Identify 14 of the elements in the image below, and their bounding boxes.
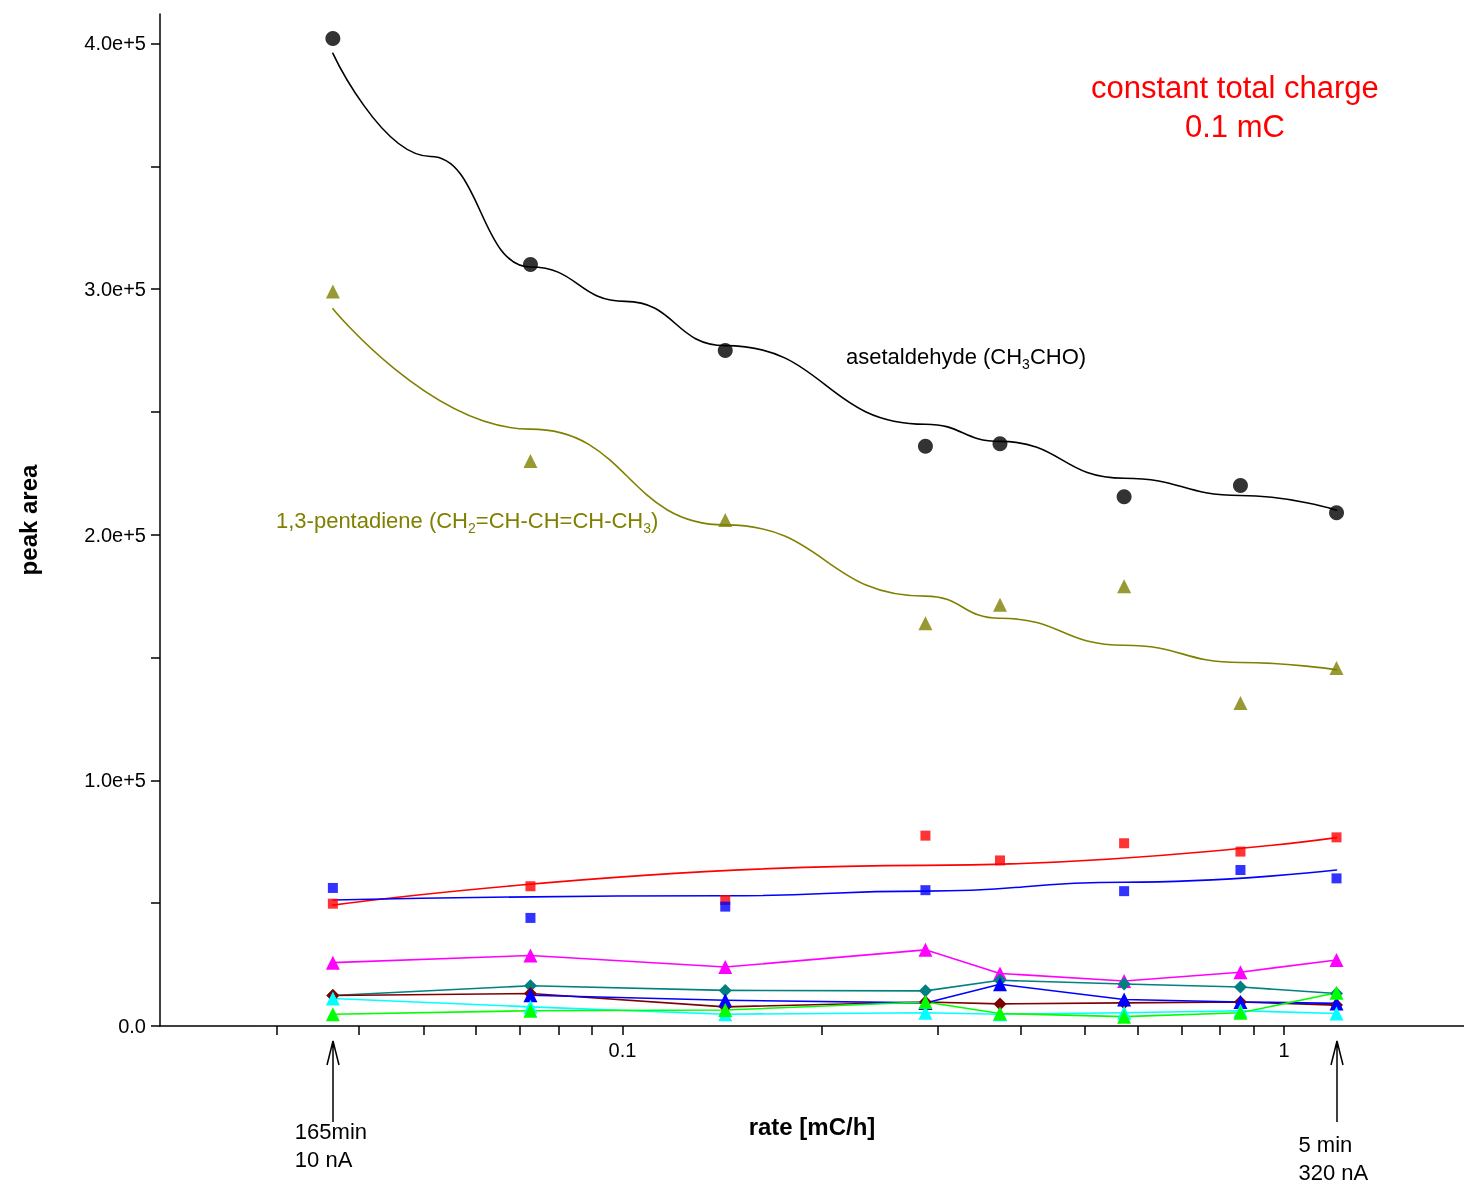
x-tick-label: 1	[1278, 1039, 1290, 1061]
text: 165min 10 nA	[294, 1118, 368, 1173]
x-axis-title: rate [mC/h]	[748, 1112, 876, 1140]
text: 5 min 320 nA	[1298, 1131, 1369, 1186]
y-tick-label: 1.0e+5	[84, 769, 146, 792]
y-tick-label: 2.0e+5	[84, 523, 146, 546]
y-axis-title: peak area	[14, 463, 42, 576]
y-tick-label: 3.0e+5	[84, 278, 146, 301]
annotation: constant total charge 0.1 mC	[1091, 69, 1379, 146]
x-tick-label: 0.1	[608, 1039, 637, 1061]
annotation: 1,3-pentadiene (CH$_{2}$=CH-CH=CH-CH$_{3}$)	[276, 506, 659, 538]
y-tick-label: 4.0e+5	[84, 32, 146, 55]
y-tick-label: 0.0	[118, 1015, 146, 1037]
annotation: asetaldehyde (CH$_{3}$CHO)	[846, 342, 1087, 374]
